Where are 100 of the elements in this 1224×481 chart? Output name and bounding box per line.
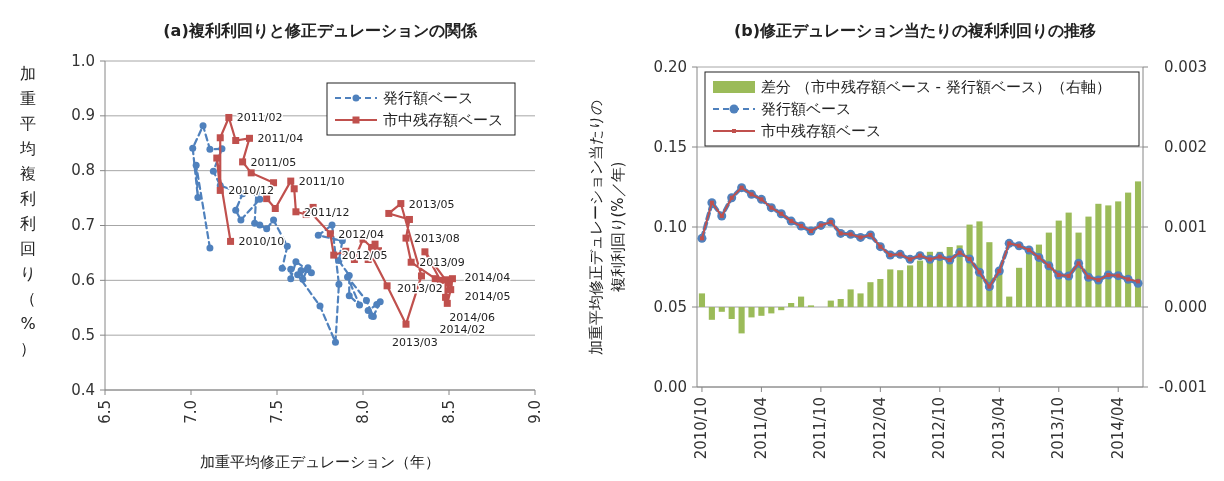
bar	[758, 307, 765, 316]
bar	[897, 270, 904, 307]
point	[287, 275, 295, 283]
point	[383, 282, 391, 290]
point	[232, 137, 240, 145]
point	[245, 134, 253, 142]
y-tick-label: 0.5	[71, 325, 95, 344]
point	[417, 272, 425, 280]
point	[247, 169, 255, 177]
point	[402, 320, 410, 328]
bar	[728, 307, 735, 319]
bar	[748, 307, 755, 318]
bar	[867, 282, 874, 307]
y2-tick-label: 0.002	[1164, 137, 1207, 156]
x-tick-label: 9.0	[525, 400, 544, 424]
point	[239, 158, 247, 166]
y-tick-label: 0.8	[71, 161, 95, 180]
bar	[1016, 267, 1023, 307]
point	[335, 280, 343, 288]
bar	[1095, 203, 1102, 307]
y-tick-label: 0.20	[653, 57, 687, 76]
point	[213, 154, 221, 162]
y-tick-label: 0.10	[653, 217, 687, 236]
point	[216, 134, 224, 142]
x-tick-label: 2014/04	[1108, 397, 1127, 460]
annotation: 2012/04	[338, 227, 385, 241]
point	[397, 200, 405, 208]
point	[292, 208, 300, 216]
point	[290, 185, 298, 193]
x-tick-label: 2011/04	[751, 397, 770, 460]
y-axis-title: 加重平均修正デュレーション当たりの複利利回り(%／年)	[586, 99, 627, 355]
annotation: 2011/10	[298, 175, 345, 189]
point	[362, 297, 370, 305]
point	[307, 269, 315, 277]
point	[385, 209, 393, 217]
point	[299, 275, 307, 283]
point	[192, 161, 200, 169]
point	[206, 244, 214, 252]
y-tick-label: 0.6	[71, 270, 95, 289]
point	[330, 251, 338, 259]
legend-label: 市中残存額ベース	[761, 121, 881, 140]
point	[271, 205, 279, 212]
bar	[1105, 205, 1112, 307]
annotation: 2013/03	[392, 336, 438, 350]
y2-tick-label: 0.000	[1164, 297, 1207, 316]
point	[263, 225, 271, 233]
bar	[797, 296, 805, 307]
bar	[778, 307, 785, 311]
point	[227, 237, 235, 245]
y2-tick-label: -0.001	[1158, 377, 1207, 396]
legend-label: 差分 （市中残存額ベース - 発行額ベース）（右軸）	[761, 77, 1111, 96]
point	[256, 195, 264, 203]
bar	[887, 269, 894, 307]
bar	[1085, 216, 1092, 307]
point	[335, 257, 343, 265]
chart-title: (b)修正デュレーション当たりの複利利回りの推移	[733, 21, 1097, 40]
x-tick-label: 2010/10	[692, 397, 711, 460]
point	[237, 216, 245, 224]
legend-label: 市中残存額ベース	[383, 110, 503, 129]
bar	[708, 307, 715, 320]
annotation: 2010/10	[238, 235, 285, 249]
point	[448, 275, 456, 283]
point	[447, 286, 455, 294]
point	[283, 242, 291, 250]
x-tick-label: 8.0	[353, 400, 372, 424]
annotation: 2011/02	[236, 111, 283, 125]
point	[256, 221, 264, 229]
point	[405, 215, 413, 223]
y-tick-label: 0.4	[71, 380, 95, 399]
point	[402, 234, 410, 242]
y-tick-label: 0.9	[71, 106, 95, 125]
y-tick-label: 1.0	[71, 51, 95, 70]
x-tick-label: 2012/04	[870, 397, 889, 460]
point	[270, 216, 278, 224]
point	[314, 231, 322, 239]
point	[345, 292, 353, 300]
point	[407, 258, 415, 266]
annotation: 2011/04	[257, 132, 304, 146]
point	[206, 145, 214, 153]
point	[326, 230, 334, 238]
bar	[837, 299, 844, 307]
bar	[1125, 192, 1132, 307]
annotation: 2011/05	[250, 155, 297, 169]
bar	[857, 293, 864, 307]
point	[292, 258, 300, 266]
x-tick-label: 2011/10	[811, 397, 830, 460]
bar	[768, 307, 775, 314]
bar	[1055, 220, 1062, 307]
point	[364, 306, 372, 314]
y-tick-label: 0.05	[653, 297, 687, 316]
x-axis-title: 加重平均修正デュレーション（年）	[200, 453, 440, 471]
x-tick-label: 6.5	[95, 400, 114, 424]
y-tick-label: 0.7	[71, 216, 95, 234]
x-tick-label: 8.5	[439, 400, 458, 424]
bar	[827, 300, 834, 307]
x-tick-label: 2013/04	[989, 397, 1008, 460]
y-tick-label: 0.15	[653, 137, 687, 156]
y2-tick-label: 0.001	[1164, 217, 1207, 236]
bar	[847, 289, 854, 307]
bar	[788, 303, 795, 307]
